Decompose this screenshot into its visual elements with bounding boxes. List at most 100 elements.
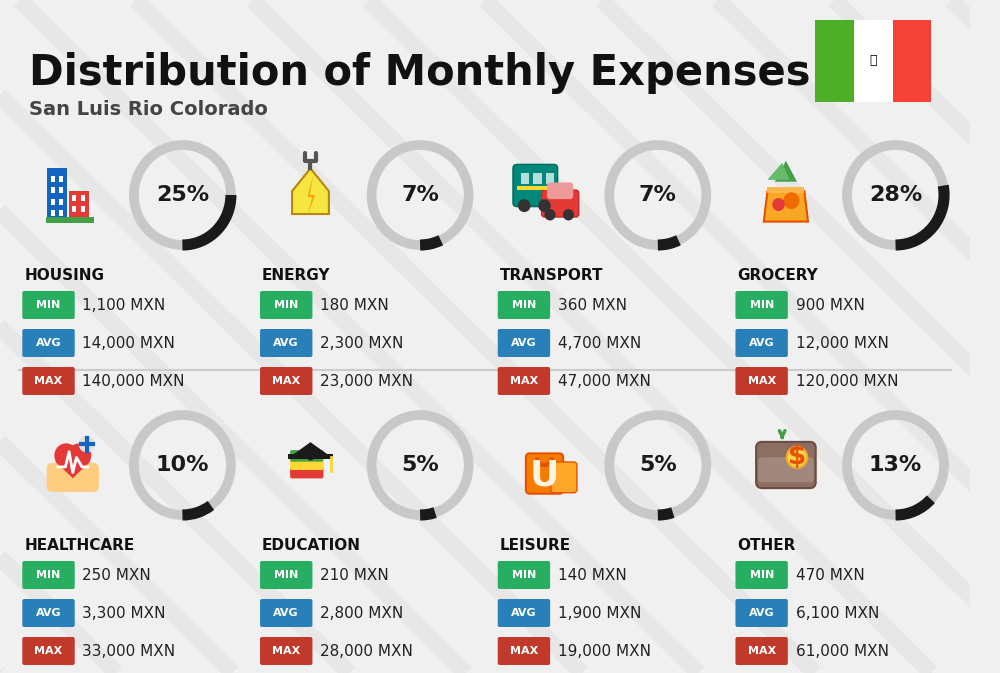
Circle shape <box>79 435 95 452</box>
FancyBboxPatch shape <box>22 329 75 357</box>
Bar <box>59 187 63 193</box>
Text: MAX: MAX <box>748 646 776 656</box>
Bar <box>59 199 63 205</box>
Text: 🦅: 🦅 <box>869 55 877 67</box>
Text: 12,000 MXN: 12,000 MXN <box>796 336 888 351</box>
Circle shape <box>307 453 314 460</box>
Bar <box>81 195 85 201</box>
Text: 900 MXN: 900 MXN <box>796 297 864 312</box>
Text: EDUCATION: EDUCATION <box>262 538 361 553</box>
Text: 33,000 MXN: 33,000 MXN <box>82 643 176 658</box>
Text: MAX: MAX <box>748 376 776 386</box>
FancyBboxPatch shape <box>758 457 814 483</box>
Bar <box>59 176 63 182</box>
FancyBboxPatch shape <box>513 164 558 207</box>
Text: MIN: MIN <box>750 300 774 310</box>
Text: MIN: MIN <box>750 570 774 580</box>
Bar <box>767 186 804 192</box>
Text: 7%: 7% <box>639 185 677 205</box>
Text: 2,800 MXN: 2,800 MXN <box>320 606 403 621</box>
Bar <box>69 191 89 219</box>
FancyBboxPatch shape <box>22 637 75 665</box>
Text: 2,300 MXN: 2,300 MXN <box>320 336 404 351</box>
Text: AVG: AVG <box>511 338 537 348</box>
Bar <box>51 187 55 193</box>
Text: LEISURE: LEISURE <box>500 538 571 553</box>
Bar <box>893 20 931 102</box>
FancyBboxPatch shape <box>290 458 323 470</box>
FancyBboxPatch shape <box>260 637 312 665</box>
Polygon shape <box>775 161 797 182</box>
Text: MAX: MAX <box>510 646 538 656</box>
FancyBboxPatch shape <box>498 637 550 665</box>
Polygon shape <box>308 174 315 216</box>
Text: MAX: MAX <box>272 376 300 386</box>
Text: 25%: 25% <box>156 185 209 205</box>
FancyBboxPatch shape <box>735 367 788 395</box>
Text: 120,000 MXN: 120,000 MXN <box>796 374 898 388</box>
Circle shape <box>772 198 785 211</box>
Bar <box>81 206 85 212</box>
Text: 7%: 7% <box>401 185 439 205</box>
Bar <box>72 206 76 212</box>
Text: 13%: 13% <box>869 455 922 475</box>
Bar <box>517 186 554 190</box>
FancyBboxPatch shape <box>260 329 312 357</box>
Text: HOUSING: HOUSING <box>24 268 104 283</box>
FancyBboxPatch shape <box>47 463 99 492</box>
Bar <box>47 168 67 218</box>
FancyBboxPatch shape <box>756 442 816 488</box>
Text: MIN: MIN <box>274 570 298 580</box>
Text: 5%: 5% <box>401 455 439 475</box>
FancyBboxPatch shape <box>260 561 312 589</box>
Text: 28%: 28% <box>869 185 922 205</box>
Bar <box>546 173 554 184</box>
Text: AVG: AVG <box>749 338 774 348</box>
FancyBboxPatch shape <box>735 291 788 319</box>
Polygon shape <box>764 191 808 221</box>
Text: MIN: MIN <box>512 300 536 310</box>
Text: HEALTHCARE: HEALTHCARE <box>24 538 135 553</box>
FancyBboxPatch shape <box>498 291 550 319</box>
Polygon shape <box>55 461 90 479</box>
Circle shape <box>545 209 556 221</box>
FancyBboxPatch shape <box>260 599 312 627</box>
Bar <box>46 217 94 223</box>
Circle shape <box>68 444 91 468</box>
FancyBboxPatch shape <box>526 454 563 494</box>
FancyBboxPatch shape <box>22 367 75 395</box>
Text: TRANSPORT: TRANSPORT <box>500 268 603 283</box>
Text: 28,000 MXN: 28,000 MXN <box>320 643 413 658</box>
Polygon shape <box>292 168 329 214</box>
FancyBboxPatch shape <box>290 467 323 479</box>
Text: AVG: AVG <box>273 338 299 348</box>
Text: AVG: AVG <box>273 608 299 618</box>
FancyBboxPatch shape <box>22 561 75 589</box>
Text: 360 MXN: 360 MXN <box>558 297 627 312</box>
Text: 470 MXN: 470 MXN <box>796 567 864 583</box>
FancyBboxPatch shape <box>260 367 312 395</box>
Circle shape <box>538 199 551 212</box>
Text: MIN: MIN <box>36 570 61 580</box>
FancyBboxPatch shape <box>290 450 323 462</box>
FancyBboxPatch shape <box>735 599 788 627</box>
Bar <box>854 20 893 102</box>
Text: 14,000 MXN: 14,000 MXN <box>82 336 175 351</box>
Text: AVG: AVG <box>36 338 61 348</box>
Text: 6,100 MXN: 6,100 MXN <box>796 606 879 621</box>
Text: MAX: MAX <box>34 646 63 656</box>
Bar <box>59 210 63 216</box>
Text: MIN: MIN <box>36 300 61 310</box>
Text: San Luis Rio Colorado: San Luis Rio Colorado <box>29 100 268 119</box>
Circle shape <box>54 444 78 468</box>
Text: AVG: AVG <box>511 608 537 618</box>
FancyBboxPatch shape <box>735 561 788 589</box>
FancyBboxPatch shape <box>547 182 573 199</box>
Text: MAX: MAX <box>34 376 63 386</box>
Bar <box>72 195 76 201</box>
Text: MIN: MIN <box>512 570 536 580</box>
Text: 19,000 MXN: 19,000 MXN <box>558 643 651 658</box>
Text: MAX: MAX <box>510 376 538 386</box>
Text: 5%: 5% <box>639 455 677 475</box>
Polygon shape <box>767 163 790 180</box>
